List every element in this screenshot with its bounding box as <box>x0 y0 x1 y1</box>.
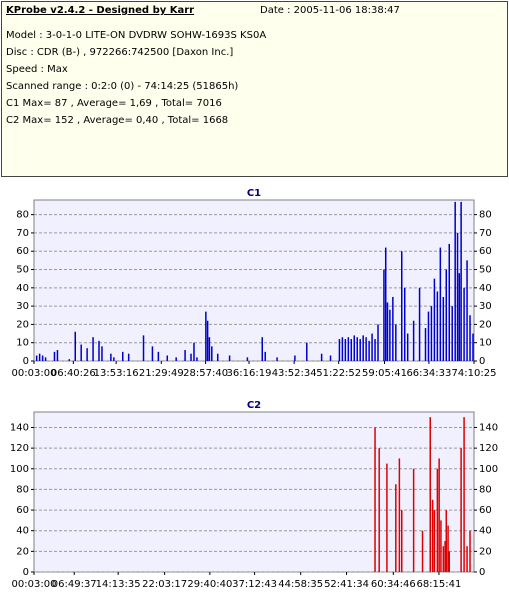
x-tick-label: 21:29:49 <box>139 368 184 379</box>
y2-tick-label: 10 <box>479 338 492 349</box>
x-tick-label: 52:41:34 <box>324 579 369 590</box>
y-tick-label: 140 <box>10 422 29 433</box>
y2-tick-label: 70 <box>479 228 492 239</box>
x-tick-label: 66:34:33 <box>406 368 451 379</box>
y2-tick-label: 20 <box>479 546 492 557</box>
x-tick-label: 59:05:41 <box>362 368 407 379</box>
y2-tick-label: 100 <box>479 464 498 475</box>
y2-tick-label: 140 <box>479 422 498 433</box>
y-tick-label: 40 <box>16 526 29 537</box>
app-title: KProbe v2.4.2 - Designed by Karr <box>6 5 195 16</box>
plot-area <box>33 411 475 573</box>
y2-tick-label: 20 <box>479 319 492 330</box>
info-line: C2 Max= 152 , Average= 0,40 , Total= 166… <box>6 115 229 126</box>
x-tick-label: 06:49:37 <box>52 579 97 590</box>
x-tick-label: 51:22:52 <box>316 368 361 379</box>
y-tick-label: 40 <box>16 283 29 294</box>
y-tick-label: 60 <box>16 246 29 257</box>
info-line: Scanned range : 0:2:0 (0) - 74:14:25 (51… <box>6 81 239 92</box>
x-tick-label: 13:53:16 <box>94 368 139 379</box>
y-tick-label: 10 <box>16 338 29 349</box>
info-line: Model : 3-0-1-0 LITE-ON DVDRW SOHW-1693S… <box>6 30 267 41</box>
y2-tick-label: 0 <box>479 567 485 578</box>
y2-tick-label: 40 <box>479 283 492 294</box>
x-tick-label: 74:10:25 <box>452 368 497 379</box>
x-tick-label: 22:03:17 <box>142 579 187 590</box>
y2-tick-label: 50 <box>479 265 492 276</box>
x-tick-label: 00:03:00 <box>12 579 57 590</box>
y2-tick-label: 60 <box>479 246 492 257</box>
x-tick-label: 14:13:35 <box>96 579 141 590</box>
x-tick-label: 43:52:34 <box>272 368 317 379</box>
x-tick-label: 60:34:46 <box>371 579 416 590</box>
x-tick-label: 37:12:43 <box>232 579 277 590</box>
y-tick-label: 80 <box>16 484 29 495</box>
y2-tick-label: 80 <box>479 210 492 221</box>
x-tick-label: 36:16:19 <box>227 368 272 379</box>
y2-tick-label: 80 <box>479 484 492 495</box>
chart-title: C1 <box>247 188 261 199</box>
chart-title: C2 <box>247 400 261 411</box>
y2-tick-label: 40 <box>479 526 492 537</box>
info-line: Speed : Max <box>6 64 68 75</box>
info-panel: KProbe v2.4.2 - Designed by Karr Date : … <box>1 1 508 177</box>
y-tick-label: 20 <box>16 319 29 330</box>
y-tick-label: 100 <box>10 464 29 475</box>
scan-date: Date : 2005-11-06 18:38:47 <box>260 5 400 16</box>
y-tick-label: 0 <box>23 356 29 367</box>
x-tick-label: 06:40:26 <box>51 368 96 379</box>
y2-tick-label: 30 <box>479 301 492 312</box>
info-line: Disc : CDR (B-) , 972266:742500 [Daxon I… <box>6 47 234 58</box>
y2-tick-label: 0 <box>479 356 485 367</box>
x-tick-label: 28:57:40 <box>183 368 228 379</box>
x-tick-label: 68:15:41 <box>416 579 461 590</box>
y-tick-label: 120 <box>10 443 29 454</box>
y-tick-label: 20 <box>16 546 29 557</box>
y-tick-label: 70 <box>16 228 29 239</box>
y-tick-label: 0 <box>23 567 29 578</box>
x-tick-label: 44:58:35 <box>278 579 323 590</box>
x-tick-label: 29:40:40 <box>187 579 232 590</box>
y-tick-label: 30 <box>16 301 29 312</box>
y-tick-label: 60 <box>16 505 29 516</box>
y2-tick-label: 120 <box>479 443 498 454</box>
y-tick-label: 50 <box>16 265 29 276</box>
y2-tick-label: 60 <box>479 505 492 516</box>
x-tick-label: 00:03:00 <box>12 368 57 379</box>
info-line: C1 Max= 87 , Average= 1,69 , Total= 7016 <box>6 98 222 109</box>
y-tick-label: 80 <box>16 210 29 221</box>
